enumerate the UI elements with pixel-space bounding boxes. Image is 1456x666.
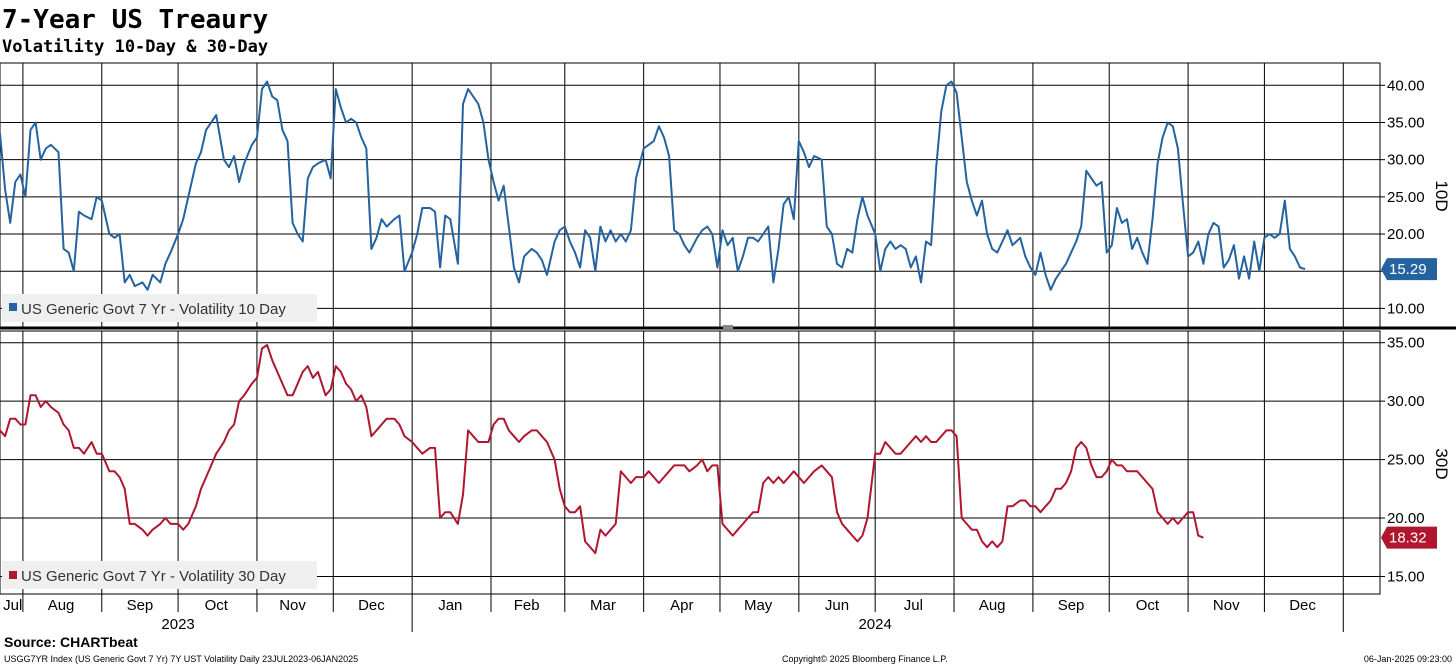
bottom-ytick-label-1: 30.00	[1387, 393, 1425, 410]
x-month-label-3: Oct	[205, 597, 229, 614]
top-last-value: 15.29	[1389, 261, 1427, 278]
bottom-panel-frame	[0, 330, 1381, 595]
x-month-label-12: Jul	[904, 597, 923, 614]
bottom-panel-grid	[0, 331, 1380, 594]
top-legend-label: US Generic Govt 7 Yr - Volatility 10 Day	[21, 301, 286, 318]
panel-resize-handle[interactable]	[723, 325, 733, 329]
x-month-label-16: Nov	[1213, 597, 1240, 614]
chart-subtitle: Volatility 10-Day & 30-Day	[2, 37, 268, 57]
bottom-axis-label: 30D	[1432, 448, 1451, 479]
top-ytick-label-3: 25.00	[1387, 189, 1425, 206]
bottom-last-value: 18.32	[1389, 530, 1427, 547]
x-axis: Jul Aug Sep Oct Nov Dec Jan Feb Mar Apr May Jun Jul A…	[3, 594, 1344, 633]
x-month-label-9: Apr	[670, 597, 693, 614]
x-year-label-0: 2023	[161, 616, 194, 633]
x-month-label-2: Sep	[127, 597, 154, 614]
bottom-series	[0, 344, 1204, 555]
x-year-label-1: 2024	[858, 616, 891, 633]
bottom-ytick-label-3: 20.00	[1387, 510, 1425, 527]
top-ytick-label-4: 20.00	[1387, 226, 1425, 243]
x-month-label-7: Feb	[514, 597, 540, 614]
top-series-line	[0, 80, 1306, 291]
top-series	[0, 80, 1306, 291]
bottom-ytick-label-2: 25.00	[1387, 452, 1425, 469]
x-month-label-4: Nov	[279, 597, 306, 614]
x-month-label-15: Oct	[1136, 597, 1160, 614]
index-info: USGG7YR Index (US Generic Govt 7 Yr) 7Y …	[4, 654, 358, 664]
bottom-ytick-label-0: 35.00	[1387, 335, 1425, 352]
bottom-ytick-label-4: 15.00	[1387, 568, 1425, 585]
x-month-label-14: Sep	[1058, 597, 1085, 614]
x-month-label-6: Jan	[438, 597, 462, 614]
x-month-label-10: May	[744, 597, 773, 614]
bottom-y-axis: 35.00 30.00 25.00 20.00 15.00	[1380, 335, 1425, 585]
top-axis-label: 10D	[1432, 180, 1451, 211]
source-label: Source: CHARTbeat	[4, 634, 138, 650]
bottom-legend: US Generic Govt 7 Yr - Volatility 30 Day	[2, 561, 317, 589]
copyright: Copyright© 2025 Bloomberg Finance L.P.	[782, 654, 948, 664]
top-last-value-badge: 15.29	[1381, 258, 1437, 281]
top-ytick-label-6: 10.00	[1387, 300, 1425, 317]
x-month-label-11: Jun	[825, 597, 849, 614]
top-ytick-label-1: 35.00	[1387, 114, 1425, 131]
top-ytick-label-2: 30.00	[1387, 152, 1425, 169]
chart-title: 7-Year US Treaury	[2, 5, 268, 35]
timestamp: 06-Jan-2025 09:23:00	[1364, 654, 1452, 664]
x-month-label-5: Dec	[358, 597, 385, 614]
bottom-series-line	[0, 344, 1204, 555]
x-month-label-0: Jul	[3, 597, 22, 614]
x-month-label-1: Aug	[48, 597, 75, 614]
bottom-legend-box	[2, 561, 317, 589]
bottom-legend-label: US Generic Govt 7 Yr - Volatility 30 Day	[21, 568, 286, 585]
top-panel-frame	[0, 62, 1381, 328]
x-month-label-13: Aug	[979, 597, 1006, 614]
top-legend-swatch	[9, 303, 17, 311]
top-legend: US Generic Govt 7 Yr - Volatility 10 Day	[2, 294, 317, 322]
top-legend-box	[2, 294, 317, 322]
bottom-legend-swatch	[9, 571, 17, 579]
x-month-label-8: Mar	[590, 597, 616, 614]
bottom-last-value-badge: 18.32	[1381, 526, 1437, 549]
x-month-label-17: Dec	[1289, 597, 1316, 614]
top-panel-grid	[0, 63, 1380, 327]
top-ytick-label-0: 40.00	[1387, 77, 1425, 94]
